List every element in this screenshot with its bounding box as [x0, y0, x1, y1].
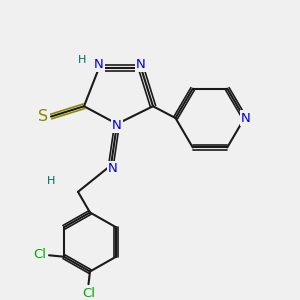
- Text: Cl: Cl: [34, 248, 46, 261]
- Text: Cl: Cl: [82, 286, 95, 300]
- Text: H: H: [47, 176, 55, 187]
- Text: N: N: [112, 119, 122, 132]
- Text: H: H: [78, 56, 87, 65]
- Text: N: N: [136, 58, 146, 71]
- Text: N: N: [241, 112, 251, 124]
- Text: N: N: [108, 162, 117, 175]
- Text: N: N: [94, 58, 104, 71]
- Text: S: S: [38, 109, 49, 124]
